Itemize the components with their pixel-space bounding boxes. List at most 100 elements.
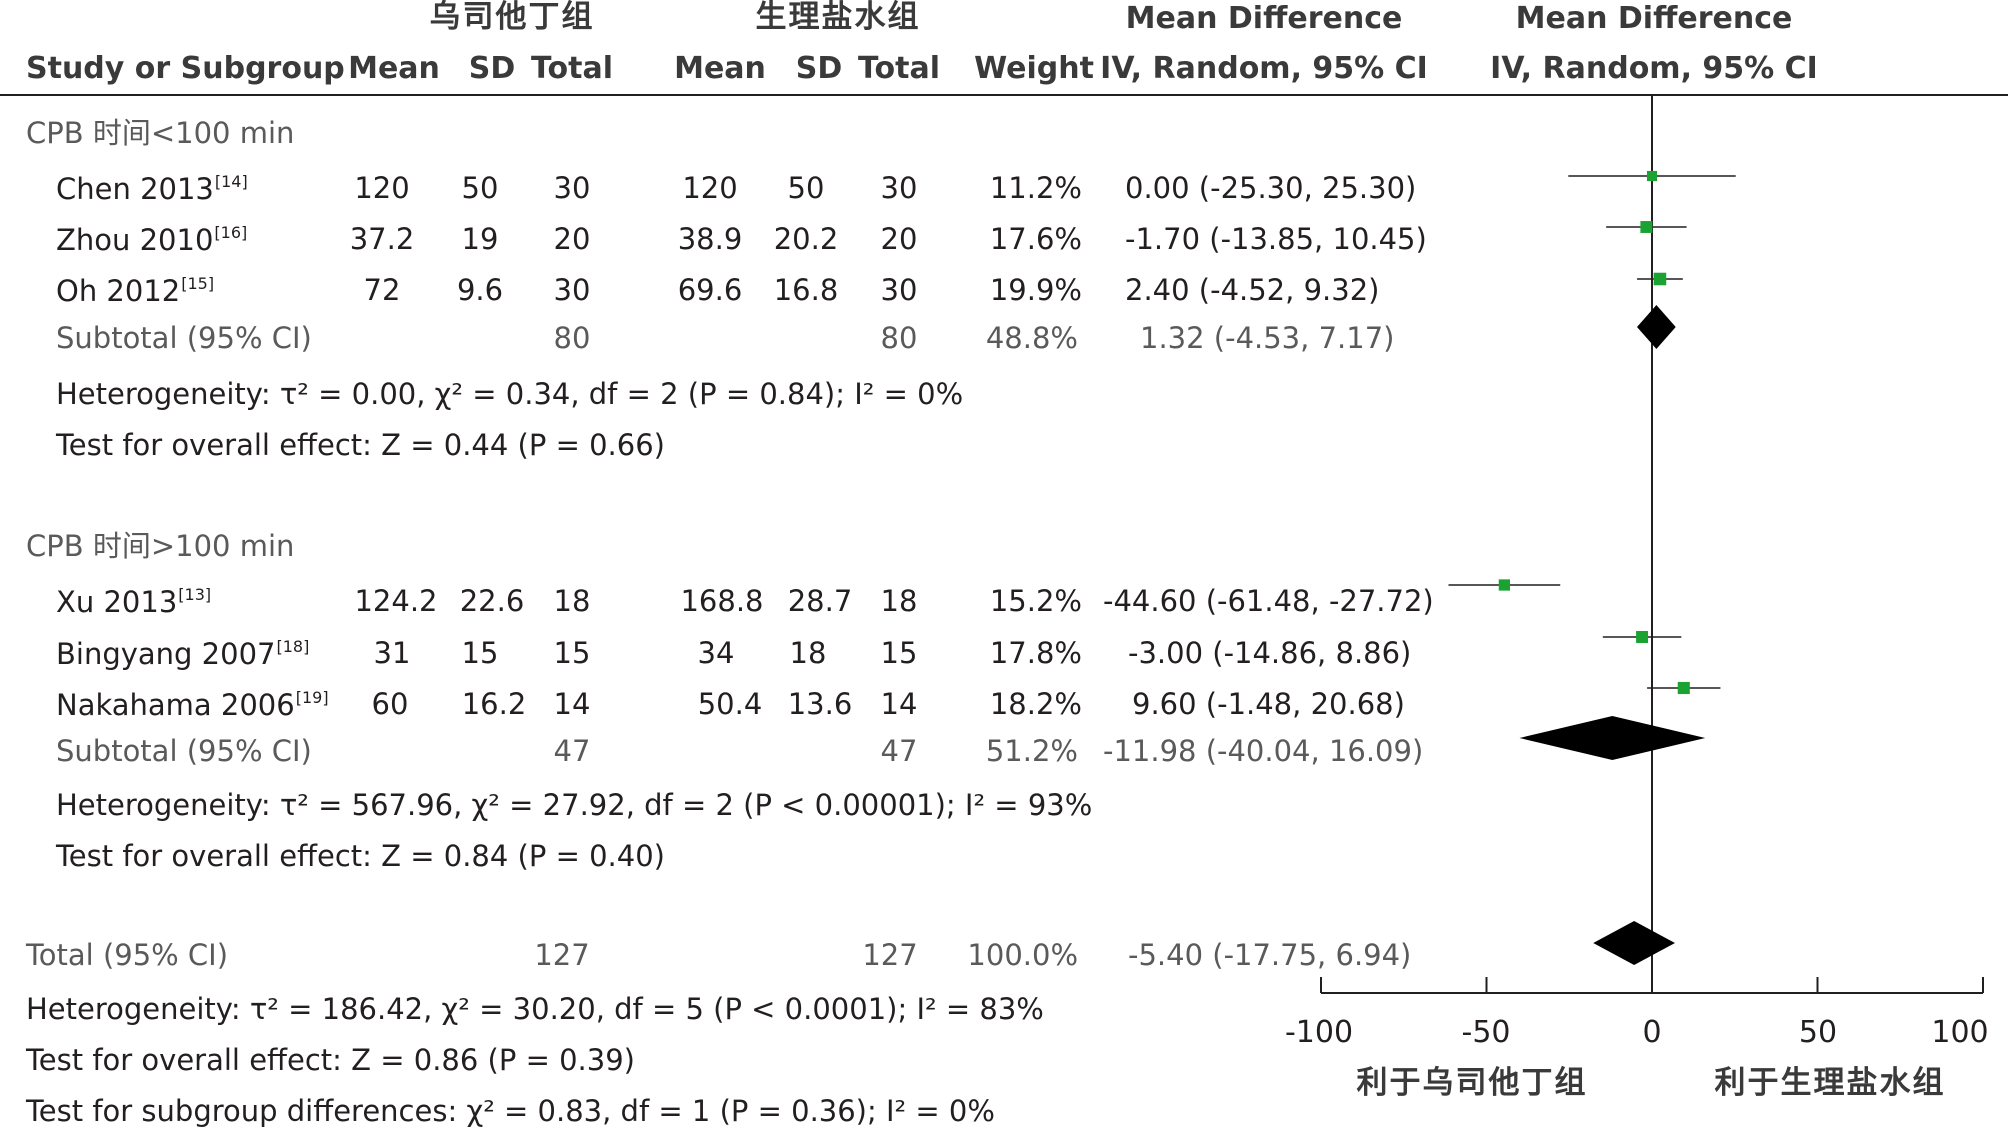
g2-sd: 50	[787, 171, 825, 205]
g2-sd: 20.2	[773, 222, 839, 256]
g2-mean: 120	[682, 171, 738, 205]
g2-total: 20	[880, 222, 918, 256]
subtotal-g2-total: 80	[880, 321, 918, 355]
g2-mean: 69.6	[677, 273, 743, 307]
total-ci: -5.40 (-17.75, 6.94)	[1128, 938, 1412, 972]
g1-mean: 120	[354, 171, 410, 205]
subgroup-2-heterogeneity: Heterogeneity: τ² = 567.96, χ² = 27.92, …	[56, 788, 1093, 822]
g2-total: 30	[880, 273, 918, 307]
g1-sd: 16.2	[461, 687, 527, 721]
g1-mean: 31	[373, 636, 411, 670]
weight: 19.9%	[989, 273, 1082, 307]
weight: 18.2%	[989, 687, 1082, 721]
g1-mean: 37.2	[349, 222, 415, 256]
g1-sd: 19	[461, 222, 499, 256]
total-weight: 100.0%	[967, 938, 1078, 972]
study-marker	[1646, 170, 1658, 182]
total-heterogeneity: Heterogeneity: τ² = 186.42, χ² = 30.20, …	[26, 992, 1044, 1026]
subgroup-1-overall-effect: Test for overall effect: Z = 0.44 (P = 0…	[56, 428, 665, 462]
md-plot-header-method: IV, Random, 95% CI	[1490, 51, 1818, 86]
summary-diamond	[1637, 305, 1676, 349]
study-name: Bingyang 2007[18]	[56, 637, 310, 671]
g1-sd: 9.6	[456, 273, 504, 307]
study-marker	[1640, 221, 1653, 233]
subgroup-1-heterogeneity: Heterogeneity: τ² = 0.00, χ² = 0.34, df …	[56, 377, 964, 411]
g2-total: 15	[880, 636, 918, 670]
g2-sd: 18	[789, 636, 827, 670]
study-marker	[1677, 681, 1690, 695]
total-overall-effect: Test for overall effect: Z = 0.86 (P = 0…	[26, 1043, 635, 1077]
study-marker	[1636, 631, 1649, 643]
g2-sd: 13.6	[787, 687, 853, 721]
subgroup-differences: Test for subgroup differences: χ² = 0.83…	[26, 1094, 995, 1128]
x-tick-label: -50	[1461, 1015, 1511, 1050]
study-name: Chen 2013[14]	[56, 172, 248, 206]
summary-diamond	[1519, 716, 1706, 760]
subtotal-g1-total: 80	[553, 321, 591, 355]
weight: 15.2%	[989, 584, 1082, 618]
g2-total: 30	[880, 171, 918, 205]
md-header-method: IV, Random, 95% CI	[1100, 51, 1428, 86]
md-ci: -44.60 (-61.48, -27.72)	[1103, 584, 1434, 618]
g2-total: 14	[880, 687, 918, 721]
subtotal-g2-total: 47	[880, 734, 918, 768]
total-g1-total: 127	[534, 938, 590, 972]
subtotal-weight: 51.2%	[985, 734, 1078, 768]
group1-header: 乌司他丁组	[429, 0, 595, 35]
x-tick-label: 0	[1642, 1015, 1662, 1050]
x-tick-label: 50	[1798, 1015, 1838, 1050]
subtotal-label: Subtotal (95% CI)	[56, 734, 312, 768]
g1-sd: 15	[461, 636, 499, 670]
g2-mean: 168.8	[680, 584, 764, 618]
md-plot-header-title: Mean Difference	[1515, 1, 1793, 36]
total-g2-total: 127	[862, 938, 918, 972]
study-name: Oh 2012[15]	[56, 274, 215, 308]
md-ci: -1.70 (-13.85, 10.45)	[1125, 222, 1427, 256]
study-name: Zhou 2010[16]	[56, 223, 248, 257]
weight-header: Weight	[974, 51, 1094, 86]
study-column-header: Study or Subgroup	[26, 51, 345, 86]
g2-sd-header: SD	[795, 51, 843, 86]
total-label: Total (95% CI)	[26, 938, 229, 972]
subtotal-ci: -11.98 (-40.04, 16.09)	[1103, 734, 1424, 768]
subgroup-2-overall-effect: Test for overall effect: Z = 0.84 (P = 0…	[56, 839, 665, 873]
g2-mean: 50.4	[697, 687, 763, 721]
favours-left-label: 利于乌司他丁组	[1356, 1065, 1588, 1101]
x-tick-label: 100	[1931, 1015, 1989, 1050]
g1-mean: 72	[363, 273, 401, 307]
favours-right-label: 利于生理盐水组	[1714, 1065, 1946, 1101]
g1-sd: 50	[461, 171, 499, 205]
subtotal-label: Subtotal (95% CI)	[56, 321, 312, 355]
g2-mean-header: Mean	[674, 51, 766, 86]
g1-total: 30	[553, 171, 591, 205]
study-marker	[1653, 272, 1667, 286]
g2-sd: 16.8	[773, 273, 839, 307]
md-ci: 9.60 (-1.48, 20.68)	[1132, 687, 1405, 721]
weight: 11.2%	[989, 171, 1082, 205]
subgroup-1-label: CPB 时间<100 min	[26, 116, 295, 150]
g1-total: 30	[553, 273, 591, 307]
study-name: Xu 2013[13]	[56, 585, 212, 619]
weight: 17.8%	[989, 636, 1082, 670]
g1-sd-header: SD	[468, 51, 516, 86]
g2-total-header: Total	[858, 51, 940, 86]
header-rule	[0, 94, 2008, 96]
g1-total: 14	[553, 687, 591, 721]
g2-mean: 38.9	[677, 222, 743, 256]
subtotal-g1-total: 47	[553, 734, 591, 768]
g1-total: 20	[553, 222, 591, 256]
weight: 17.6%	[989, 222, 1082, 256]
g2-sd: 28.7	[787, 584, 853, 618]
md-ci: 2.40 (-4.52, 9.32)	[1125, 273, 1380, 307]
g1-total: 18	[553, 584, 591, 618]
summary-diamond	[1593, 921, 1675, 965]
g1-mean: 60	[371, 687, 409, 721]
g2-total: 18	[880, 584, 918, 618]
g1-sd: 22.6	[459, 584, 525, 618]
g1-mean: 124.2	[354, 584, 438, 618]
x-tick-label: -100	[1284, 1015, 1354, 1050]
g2-mean: 34	[697, 636, 735, 670]
study-name: Nakahama 2006[19]	[56, 688, 329, 722]
g1-total-header: Total	[531, 51, 613, 86]
